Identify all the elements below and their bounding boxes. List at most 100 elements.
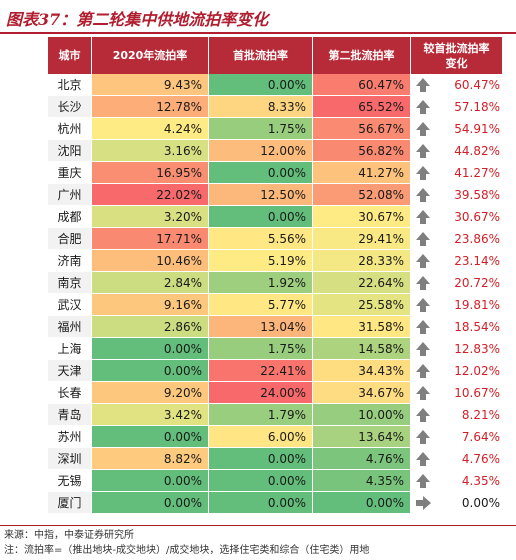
first-cell: 1.75% — [209, 118, 313, 140]
change-value-cell: 12.83% — [435, 338, 503, 360]
first-cell: 1.79% — [209, 404, 313, 426]
table-row: 厦门 0.00% 0.00% 0.00% 0.00% — [48, 492, 503, 514]
table-row: 苏州 0.00% 6.00% 13.64% 7.64% — [48, 426, 503, 448]
change-value-cell: 20.72% — [435, 272, 503, 294]
table-row: 长春 9.20% 24.00% 34.67% 10.67% — [48, 382, 503, 404]
y2020-cell: 2.86% — [92, 316, 209, 338]
first-cell: 12.50% — [209, 184, 313, 206]
change-value-cell: 4.76% — [435, 448, 503, 470]
table-row: 杭州 4.24% 1.75% 56.67% 54.91% — [48, 118, 503, 140]
change-arrow-cell — [411, 250, 435, 272]
change-value-cell: 7.64% — [435, 426, 503, 448]
second-cell: 41.27% — [313, 162, 411, 184]
first-cell: 5.56% — [209, 228, 313, 250]
second-cell: 34.67% — [313, 382, 411, 404]
second-cell: 4.76% — [313, 448, 411, 470]
header-second: 第二批流拍率 — [313, 37, 411, 74]
change-arrow-cell — [411, 404, 435, 426]
table-row: 深圳 8.82% 0.00% 4.76% 4.76% — [48, 448, 503, 470]
second-cell: 65.52% — [313, 96, 411, 118]
arrow-up-icon — [414, 451, 432, 467]
first-cell: 0.00% — [209, 206, 313, 228]
y2020-cell: 0.00% — [92, 492, 209, 514]
city-cell: 长春 — [48, 382, 92, 404]
city-cell: 济南 — [48, 250, 92, 272]
arrow-up-icon — [414, 407, 432, 423]
y2020-cell: 4.24% — [92, 118, 209, 140]
y2020-cell: 0.00% — [92, 338, 209, 360]
y2020-cell: 0.00% — [92, 470, 209, 492]
table-row: 成都 3.20% 0.00% 30.67% 30.67% — [48, 206, 503, 228]
arrow-up-icon — [414, 253, 432, 269]
second-cell: 10.00% — [313, 404, 411, 426]
formula-note: 注：流拍率=（推出地块-成交地块）/成交地块，选择住宅类和综合（住宅类）用地 — [4, 545, 370, 556]
table-row: 沈阳 3.16% 12.00% 56.82% 44.82% — [48, 140, 503, 162]
table-row: 长沙 12.78% 8.33% 65.52% 57.18% — [48, 96, 503, 118]
header-city: 城市 — [48, 37, 92, 74]
city-cell: 重庆 — [48, 162, 92, 184]
header-change: 较首批流拍率变化 — [411, 37, 503, 74]
change-arrow-cell — [411, 448, 435, 470]
y2020-cell: 10.46% — [92, 250, 209, 272]
first-cell: 12.00% — [209, 140, 313, 162]
change-value-cell: 8.21% — [435, 404, 503, 426]
y2020-cell: 9.16% — [92, 294, 209, 316]
arrow-up-icon — [414, 77, 432, 93]
arrow-up-icon — [414, 165, 432, 181]
second-cell: 0.00% — [313, 492, 411, 514]
first-cell: 0.00% — [209, 448, 313, 470]
change-value-cell: 57.18% — [435, 96, 503, 118]
city-cell: 广州 — [48, 184, 92, 206]
table-body: 北京 9.43% 0.00% 60.47% 60.47% 长沙 12.78% 8.33% 65.… — [48, 74, 503, 514]
y2020-cell: 16.95% — [92, 162, 209, 184]
second-cell: 4.35% — [313, 470, 411, 492]
first-cell: 0.00% — [209, 492, 313, 514]
arrow-up-icon — [414, 429, 432, 445]
arrow-up-icon — [414, 275, 432, 291]
change-arrow-cell — [411, 294, 435, 316]
second-cell: 14.58% — [313, 338, 411, 360]
change-value-cell: 0.00% — [435, 492, 503, 514]
data-table: 城市 2020年流拍率 首批流拍率 第二批流拍率 较首批流拍率变化 北京 9.43… — [48, 37, 503, 514]
arrow-up-icon — [414, 209, 432, 225]
first-cell: 5.19% — [209, 250, 313, 272]
change-arrow-cell — [411, 228, 435, 250]
city-cell: 北京 — [48, 74, 92, 96]
y2020-cell: 3.42% — [92, 404, 209, 426]
second-cell: 30.67% — [313, 206, 411, 228]
change-arrow-cell — [411, 206, 435, 228]
arrow-up-icon — [414, 99, 432, 115]
arrow-right-icon — [414, 495, 432, 511]
city-cell: 上海 — [48, 338, 92, 360]
table-row: 北京 9.43% 0.00% 60.47% 60.47% — [48, 74, 503, 96]
change-arrow-cell — [411, 272, 435, 294]
change-value-cell: 10.67% — [435, 382, 503, 404]
table-row: 广州 22.02% 12.50% 52.08% 39.58% — [48, 184, 503, 206]
footnotes: 来源：中指，中泰证券研究所 注：流拍率=（推出地块-成交地块）/成交地块，选择住… — [0, 525, 516, 558]
first-cell: 24.00% — [209, 382, 313, 404]
header-2020: 2020年流拍率 — [92, 37, 209, 74]
first-cell: 0.00% — [209, 74, 313, 96]
change-value-cell: 60.47% — [435, 74, 503, 96]
city-cell: 深圳 — [48, 448, 92, 470]
arrow-up-icon — [414, 385, 432, 401]
city-cell: 青岛 — [48, 404, 92, 426]
city-cell: 无锡 — [48, 470, 92, 492]
arrow-up-icon — [414, 363, 432, 379]
table-row: 青岛 3.42% 1.79% 10.00% 8.21% — [48, 404, 503, 426]
change-arrow-cell — [411, 470, 435, 492]
city-cell: 长沙 — [48, 96, 92, 118]
city-cell: 武汉 — [48, 294, 92, 316]
y2020-cell: 8.82% — [92, 448, 209, 470]
change-arrow-cell — [411, 382, 435, 404]
first-cell: 1.75% — [209, 338, 313, 360]
city-cell: 苏州 — [48, 426, 92, 448]
first-cell: 8.33% — [209, 96, 313, 118]
change-value-cell: 12.02% — [435, 360, 503, 382]
change-arrow-cell — [411, 492, 435, 514]
y2020-cell: 17.71% — [92, 228, 209, 250]
table-row: 天津 0.00% 22.41% 34.43% 12.02% — [48, 360, 503, 382]
arrow-up-icon — [414, 231, 432, 247]
y2020-cell: 9.43% — [92, 74, 209, 96]
first-cell: 13.04% — [209, 316, 313, 338]
